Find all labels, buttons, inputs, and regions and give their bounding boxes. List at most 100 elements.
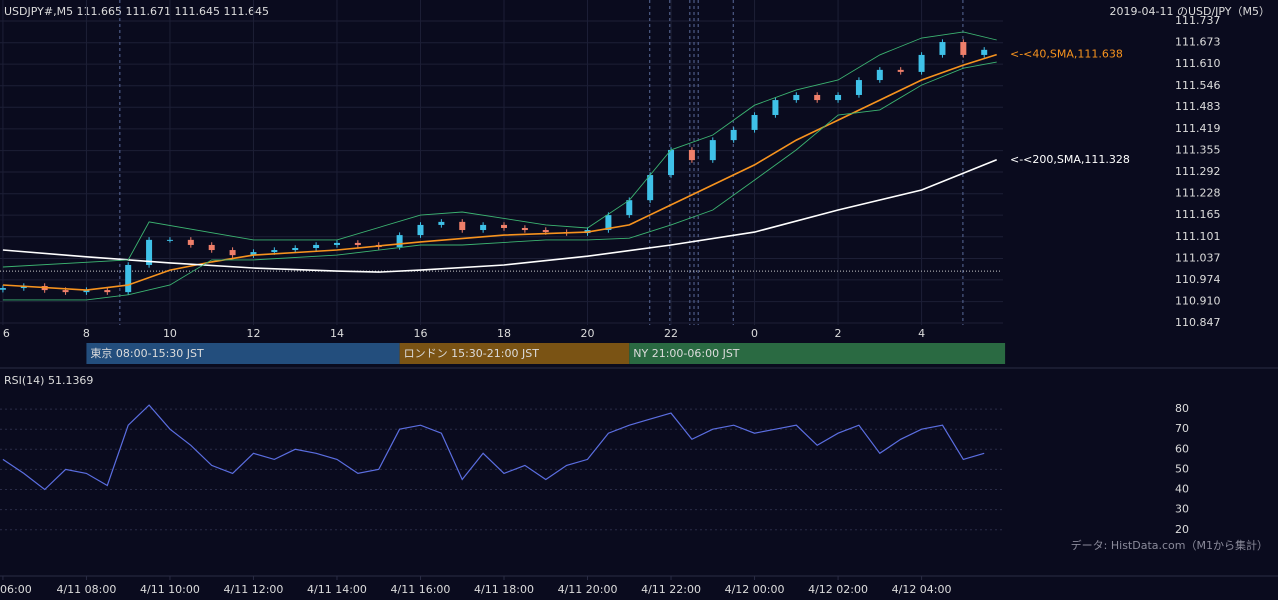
candle-body xyxy=(0,288,6,290)
candle-body xyxy=(939,42,946,55)
candle-body xyxy=(146,239,153,265)
series-label: <-<200,SMA,111.328 xyxy=(1010,153,1130,166)
candle-body xyxy=(709,140,716,161)
candle-body xyxy=(688,149,695,161)
indicator-line xyxy=(2,53,997,291)
indicator-line xyxy=(2,31,997,268)
candle-body xyxy=(814,94,821,101)
session-bar xyxy=(629,343,1006,364)
y-tick-label: 111.355 xyxy=(1175,144,1221,157)
series-label: <-<40,SMA,111.638 xyxy=(1010,48,1123,61)
x-tick-label: 22 xyxy=(664,327,678,340)
candle-body xyxy=(354,242,361,245)
x-tick-label: 4/12 02:00 xyxy=(808,583,868,596)
candle-body xyxy=(835,94,842,101)
candle-body xyxy=(772,100,779,115)
x-tick-label: 06:00 xyxy=(0,583,32,596)
candle-body xyxy=(918,54,925,72)
x-tick-label: 4/11 12:00 xyxy=(224,583,284,596)
candle-body xyxy=(521,227,528,231)
candle-body xyxy=(542,230,549,233)
x-tick-label: 18 xyxy=(497,327,511,340)
x-tick-label: 4/11 20:00 xyxy=(558,583,618,596)
y-tick-label: 50 xyxy=(1175,462,1189,475)
candle-body xyxy=(626,200,633,216)
y-tick-label: 111.165 xyxy=(1175,208,1221,221)
y-tick-label: 111.483 xyxy=(1175,100,1221,113)
y-tick-label: 110.974 xyxy=(1175,273,1221,286)
candle-body xyxy=(480,224,487,231)
x-tick-label: 4/11 22:00 xyxy=(641,583,701,596)
candle-body xyxy=(876,69,883,81)
x-tick-label: 4/11 10:00 xyxy=(140,583,200,596)
x-tick-label: 16 xyxy=(413,327,427,340)
x-tick-label: 4 xyxy=(918,327,925,340)
chart-title: USDJPY#,M5 111.665 111.671 111.645 111.6… xyxy=(4,5,269,18)
y-tick-label: 30 xyxy=(1175,503,1189,516)
candle-body xyxy=(104,290,111,293)
candle-body xyxy=(751,114,758,130)
y-tick-label: 111.673 xyxy=(1175,36,1221,49)
candle-body xyxy=(229,250,236,256)
x-tick-label: 14 xyxy=(330,327,344,340)
x-tick-label: 10 xyxy=(163,327,177,340)
y-tick-label: 80 xyxy=(1175,402,1189,415)
y-tick-label: 111.737 xyxy=(1175,14,1221,27)
candle-body xyxy=(438,221,445,225)
indicator-line xyxy=(2,61,997,301)
source-note: データ: HistData.com（M1から集計） xyxy=(1071,538,1268,552)
candle-body xyxy=(333,242,340,245)
candle-body xyxy=(250,252,257,256)
y-tick-label: 111.037 xyxy=(1175,252,1221,265)
y-tick-label: 70 xyxy=(1175,422,1189,435)
x-tick-label: 8 xyxy=(83,327,90,340)
y-tick-label: 111.228 xyxy=(1175,187,1221,200)
x-tick-label: 4/12 00:00 xyxy=(725,583,785,596)
candle-body xyxy=(855,80,862,95)
session-label: NY 21:00-06:00 JST xyxy=(633,347,740,360)
candle-body xyxy=(501,224,508,228)
candle-body xyxy=(459,221,466,231)
indicator-line xyxy=(2,159,997,273)
y-tick-label: 111.610 xyxy=(1175,57,1221,70)
x-tick-label: 20 xyxy=(581,327,595,340)
candle-body xyxy=(166,239,173,241)
y-tick-label: 40 xyxy=(1175,483,1189,496)
candle-body xyxy=(313,244,320,249)
y-tick-label: 110.910 xyxy=(1175,295,1221,308)
session-label: 東京 08:00-15:30 JST xyxy=(90,346,204,360)
y-tick-label: 60 xyxy=(1175,442,1189,455)
candle-body xyxy=(981,49,988,55)
x-tick-label: 4/11 16:00 xyxy=(391,583,451,596)
session-bar xyxy=(86,343,400,364)
x-tick-label: 4/11 18:00 xyxy=(474,583,534,596)
rsi-title: RSI(14) 51.1369 xyxy=(4,374,93,387)
y-tick-label: 111.419 xyxy=(1175,122,1221,135)
candle-body xyxy=(125,264,132,293)
y-tick-label: 110.847 xyxy=(1175,316,1221,329)
session-label: ロンドン 15:30-21:00 JST xyxy=(404,347,540,360)
candle-body xyxy=(417,224,424,236)
x-tick-label: 4/12 04:00 xyxy=(892,583,952,596)
candle-body xyxy=(208,244,215,251)
candle-body xyxy=(396,235,403,247)
candle-body xyxy=(271,250,278,253)
chart-subtitle: 2019-04-11 のUSD/JPY（M5） xyxy=(1110,5,1270,18)
candle-body xyxy=(793,94,800,101)
candle-body xyxy=(730,129,737,141)
x-tick-label: 2 xyxy=(835,327,842,340)
candle-body xyxy=(83,290,90,293)
candle-body xyxy=(897,69,904,72)
candle-body xyxy=(960,42,967,55)
x-tick-label: 4/11 14:00 xyxy=(307,583,367,596)
x-tick-label: 12 xyxy=(246,327,260,340)
y-tick-label: 20 xyxy=(1175,523,1189,536)
candle-body xyxy=(62,290,69,293)
y-tick-label: 111.101 xyxy=(1175,230,1221,243)
x-tick-label: 0 xyxy=(751,327,758,340)
rsi-line xyxy=(2,404,985,491)
candle-body xyxy=(292,248,299,251)
candle-body xyxy=(605,215,612,231)
